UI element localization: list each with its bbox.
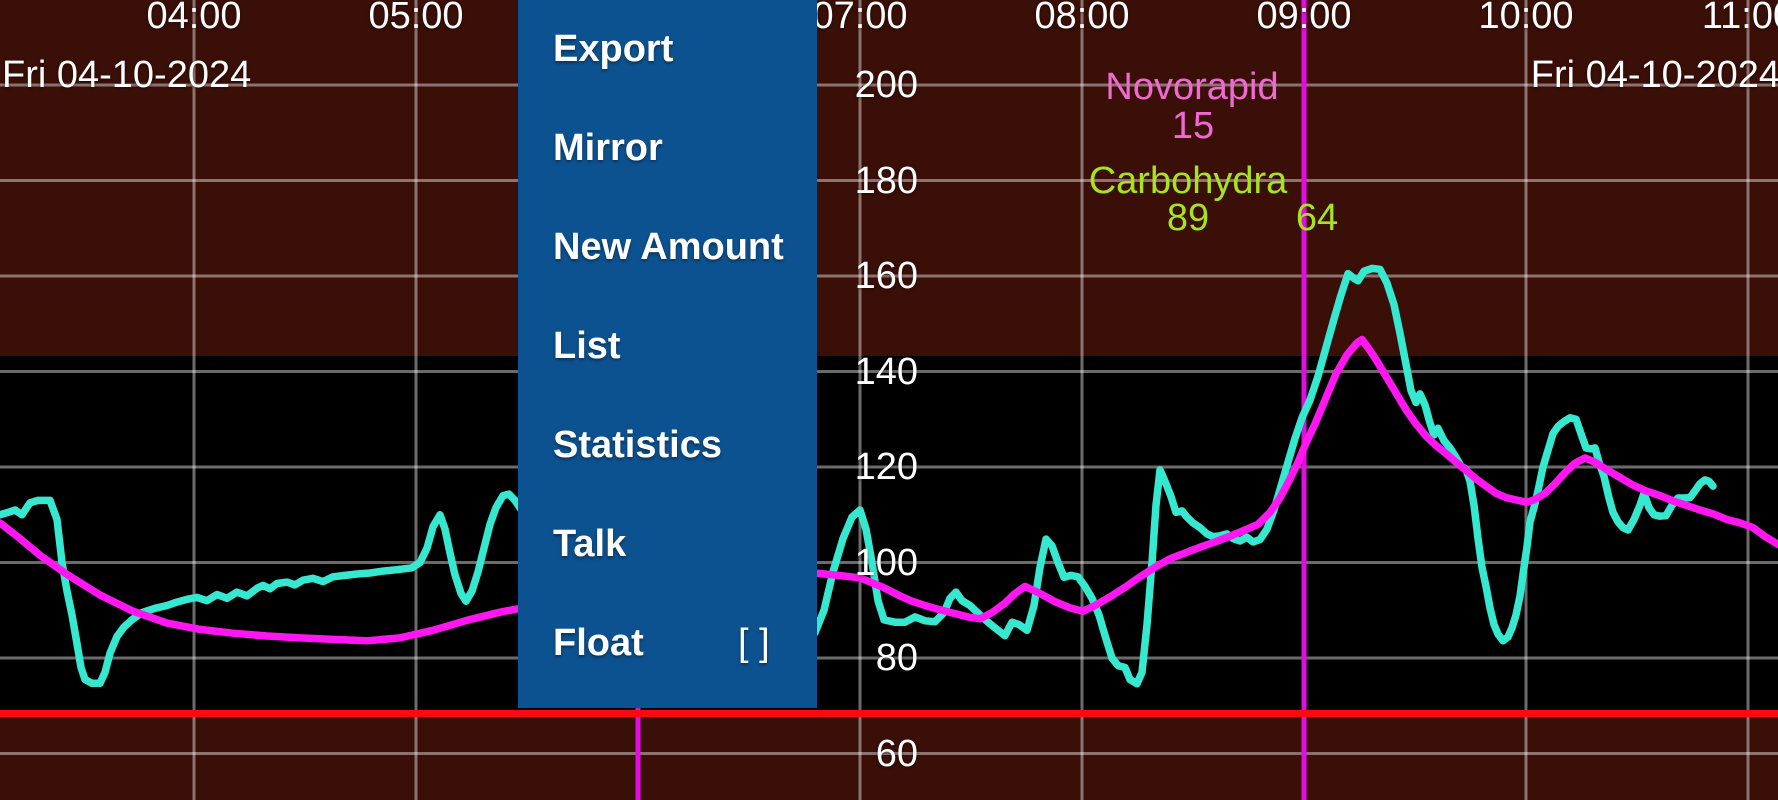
menu-item-mirror[interactable]: Mirror	[518, 99, 817, 198]
menu-item-new-amount[interactable]: New Amount	[518, 198, 817, 297]
menu-item-talk[interactable]: Talk	[518, 495, 817, 594]
menu-item-label: Float	[553, 622, 644, 664]
menu-item-label: Talk	[553, 523, 627, 565]
vertical-gridline	[1080, 0, 1084, 800]
horizontal-gridline	[0, 752, 1778, 755]
menu-item-shortcut: [ ]	[738, 622, 770, 664]
horizontal-gridline	[0, 656, 1778, 660]
horizontal-gridline	[0, 179, 1778, 182]
vertical-gridline	[192, 0, 196, 800]
vertical-gridline	[1524, 0, 1528, 800]
menu-item-float[interactable]: Float [ ]	[518, 594, 817, 693]
horizontal-gridline	[0, 561, 1778, 564]
menu-item-label: List	[553, 325, 621, 367]
menu-item-export[interactable]: Export	[518, 0, 817, 99]
horizontal-gridline	[0, 83, 1778, 87]
context-menu: Export Mirror New Amount List Statistics Talk…	[518, 0, 817, 708]
vertical-gridline	[858, 0, 862, 800]
menu-item-label: New Amount	[553, 226, 784, 268]
vertical-gridline	[1746, 0, 1750, 800]
horizontal-gridline	[0, 274, 1778, 278]
horizontal-gridline	[0, 370, 1778, 373]
below-range-band	[0, 717, 1778, 800]
menu-item-label: Statistics	[553, 424, 722, 466]
menu-item-label: Export	[553, 28, 674, 70]
treatment-event-line	[1301, 0, 1307, 800]
horizontal-gridline	[0, 465, 1778, 469]
menu-item-label: Mirror	[553, 127, 663, 169]
above-range-band	[0, 0, 1778, 356]
vertical-gridline	[414, 0, 418, 800]
low-threshold-line	[0, 710, 1778, 717]
menu-item-statistics[interactable]: Statistics	[518, 396, 817, 495]
menu-item-list[interactable]: List	[518, 297, 817, 396]
